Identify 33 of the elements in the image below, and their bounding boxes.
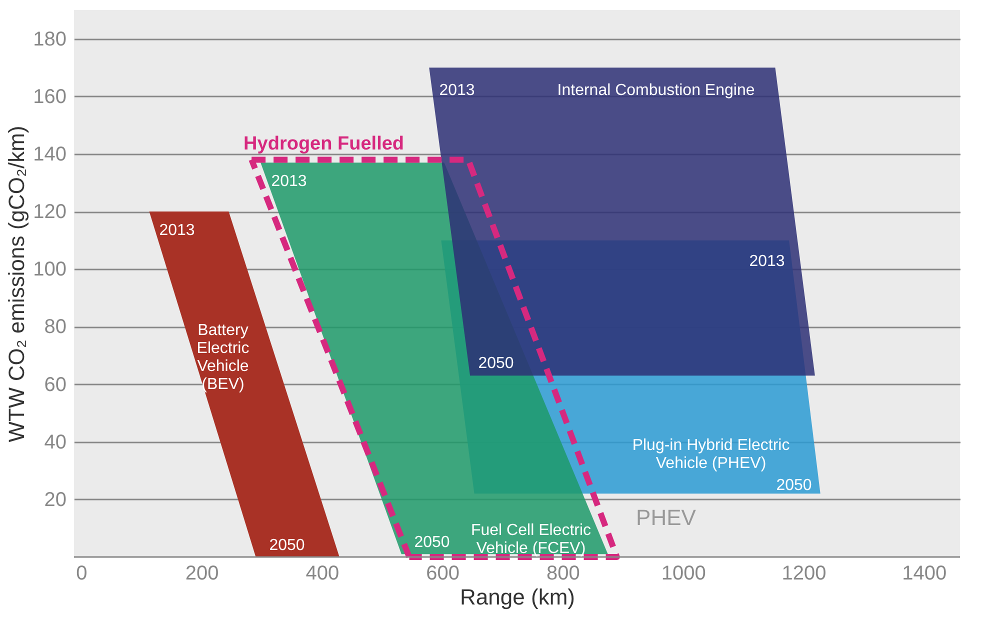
x-tick-label: 600 bbox=[426, 562, 460, 584]
x-axis-title: Range (km) bbox=[460, 584, 575, 610]
y-tick-label: 100 bbox=[33, 258, 66, 281]
x-tick-label: 1000 bbox=[661, 562, 706, 584]
annotation: 2050 bbox=[414, 534, 450, 551]
annotation: 2050 bbox=[269, 537, 305, 554]
series-label: Hydrogen Fuelled bbox=[244, 134, 404, 155]
y-tick-label: 60 bbox=[44, 374, 66, 396]
x-tick-label: 0 bbox=[76, 562, 88, 584]
y-tick-label: 180 bbox=[33, 28, 66, 50]
annotation: 2013 bbox=[271, 173, 307, 190]
annotation: PHEV bbox=[636, 505, 696, 530]
annotation: Battery Electric Vehicle (BEV) bbox=[196, 322, 250, 393]
annotation: 2013 bbox=[749, 253, 785, 270]
y-axis-title: WTW CO₂ emissions (gCO₂/km) bbox=[4, 126, 30, 442]
annotation: 2050 bbox=[478, 355, 514, 372]
annotation: Internal Combustion Engine bbox=[557, 82, 755, 99]
y-tick-label: 40 bbox=[44, 431, 66, 454]
annotation: 2050 bbox=[776, 477, 812, 494]
y-tick-label: 20 bbox=[44, 488, 66, 511]
y-tick-label: 120 bbox=[33, 201, 66, 224]
annotation: 2013 bbox=[439, 82, 475, 99]
annotation: Fuel Cell Electric Vehicle (FCEV) bbox=[470, 522, 592, 557]
x-tick-label: 800 bbox=[546, 562, 580, 584]
y-tick-label: 160 bbox=[33, 86, 66, 108]
x-tick-label: 200 bbox=[185, 562, 219, 584]
x-tick-label: 1200 bbox=[782, 562, 826, 584]
x-tick-label: 1400 bbox=[902, 562, 947, 584]
y-tick-label: 140 bbox=[33, 143, 66, 166]
x-tick-label: 400 bbox=[306, 562, 340, 584]
annotation: 2013 bbox=[159, 222, 195, 239]
annotation: Plug-in Hybrid Electric Vehicle (PHEV) bbox=[632, 437, 790, 472]
y-tick-label: 80 bbox=[44, 316, 66, 338]
